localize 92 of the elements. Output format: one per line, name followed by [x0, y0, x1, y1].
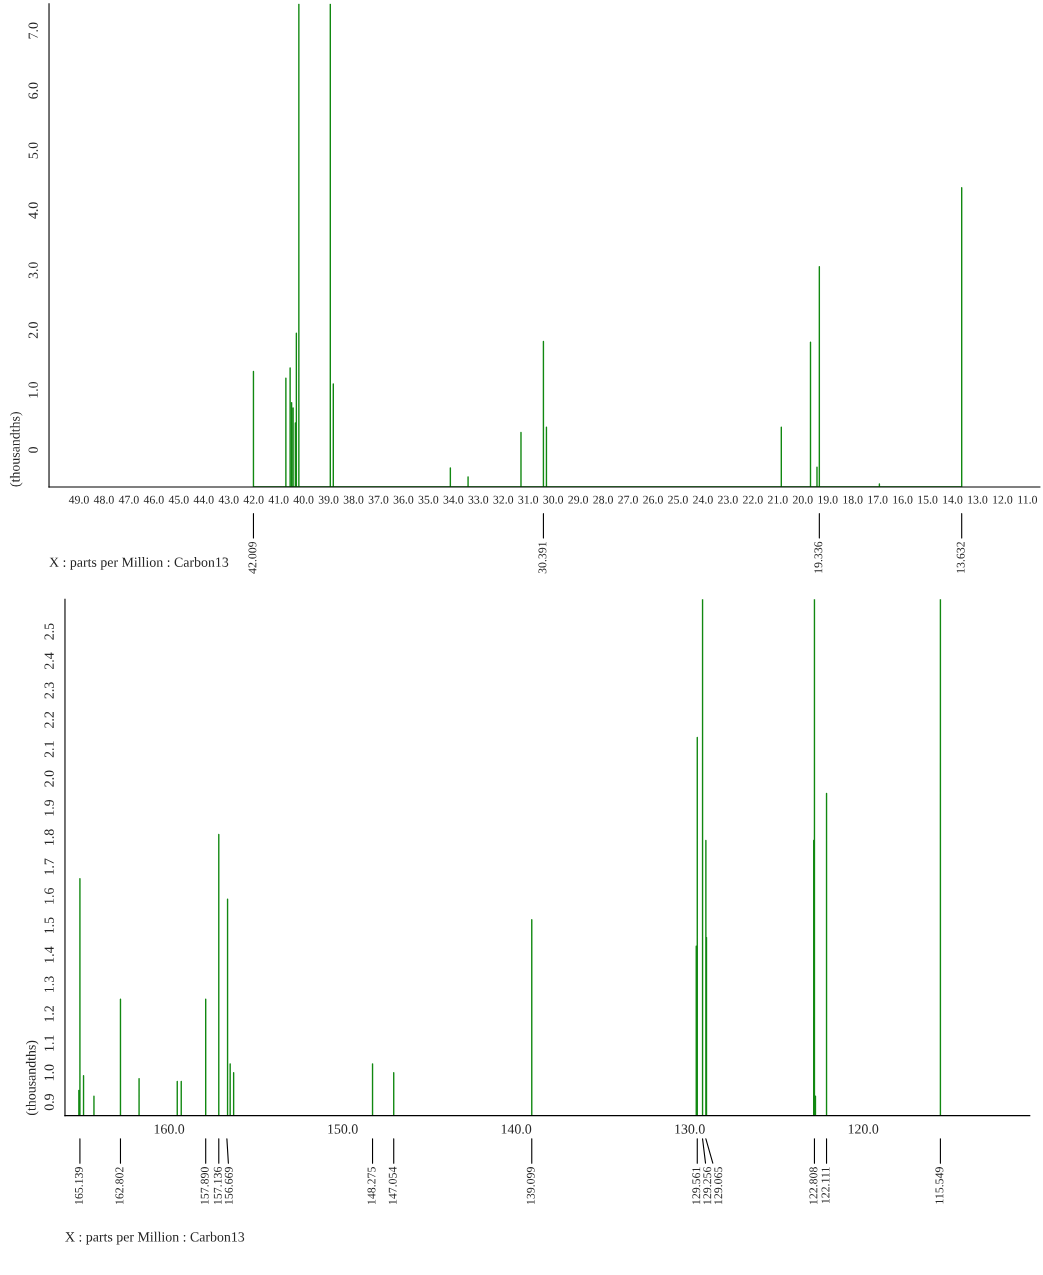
annotation: 147.054 — [388, 1166, 397, 1204]
x-tick-label: 17.0 — [868, 495, 888, 504]
x-tick-label: 47.0 — [118, 495, 139, 504]
x-tick-label: 29.0 — [568, 495, 589, 504]
y-axis-title: (thousandths) — [9, 412, 23, 487]
x-tick-label: 11.0 — [1018, 495, 1038, 504]
x-tick-label: 21.0 — [768, 495, 788, 504]
y-tick-label: 2.4 — [44, 652, 54, 670]
x-tick-label: 25.0 — [668, 495, 688, 504]
y-tick-label: 2.3 — [44, 682, 54, 699]
y-tick-label: 0 — [28, 446, 38, 453]
x-tick-label: 130.0 — [675, 1124, 705, 1134]
y-tick-label: 1.4 — [44, 946, 54, 963]
x-tick-label: 40.0 — [293, 495, 314, 504]
x-tick-label: 20.0 — [792, 495, 813, 504]
y-tick-label: 7.0 — [28, 22, 38, 39]
annotation: 122.111 — [821, 1167, 830, 1204]
x-tick-label: 27.0 — [618, 495, 638, 504]
x-tick-label: 30.0 — [543, 495, 564, 504]
x-tick-label: 44.0 — [193, 495, 214, 504]
annotation: 42.009 — [248, 541, 257, 574]
annotation: 165.139 — [74, 1167, 83, 1204]
x-tick-label: 16.0 — [893, 495, 913, 504]
annotation: 129.065 — [714, 1167, 723, 1204]
annotation: 139.099 — [526, 1167, 535, 1204]
x-tick-label: 36.0 — [393, 495, 414, 504]
y-tick-label: 1.1 — [44, 1035, 54, 1051]
x-tick-label: 26.0 — [643, 495, 663, 504]
y-tick-label: 2.0 — [44, 770, 54, 787]
x-tick-label: 45.0 — [168, 495, 189, 504]
y-tick-label: 5.0 — [28, 142, 38, 159]
y-tick-label: 1.2 — [44, 1005, 54, 1022]
x-tick-label: 46.0 — [143, 495, 164, 504]
y-tick-label: 2.5 — [44, 623, 54, 640]
x-tick-label: 19.0 — [818, 495, 838, 504]
y-tick-label: 2.2 — [44, 711, 54, 728]
x-tick-label: 28.0 — [593, 495, 613, 504]
x-tick-label: 32.0 — [493, 495, 514, 504]
x-tick-label: 35.0 — [418, 495, 439, 504]
annotation: 115.549 — [935, 1167, 944, 1204]
x-tick-label: 150.0 — [328, 1124, 358, 1134]
y-tick-label: 2.0 — [28, 322, 38, 339]
y-tick-label: 1.7 — [44, 858, 54, 875]
x-tick-label: 12.0 — [993, 495, 1013, 504]
annotation: 156.669 — [224, 1167, 233, 1204]
y-tick-label: 0.9 — [44, 1093, 54, 1111]
x-tick-label: 37.0 — [368, 495, 389, 504]
y-tick-label: 3.0 — [28, 262, 38, 279]
annotation: 157.136 — [213, 1166, 222, 1204]
y-tick-label: 1.5 — [44, 917, 54, 934]
x-tick-label: 33.0 — [468, 495, 489, 504]
x-tick-label: 43.0 — [218, 495, 239, 504]
x-tick-label: 160.0 — [154, 1124, 185, 1134]
annotation: 129.561 — [692, 1167, 701, 1204]
x-tick-label: 41.0 — [268, 495, 289, 504]
x-tick-label: 15.0 — [918, 495, 938, 504]
y-tick-label: 1.0 — [44, 1064, 54, 1081]
x-tick-label: 24.0 — [693, 495, 713, 504]
y-tick-label: 1.8 — [44, 829, 54, 845]
y-tick-label: 2.1 — [44, 741, 54, 758]
y-tick-label: 1.9 — [44, 799, 54, 816]
x-tick-label: 140.0 — [501, 1124, 532, 1134]
x-tick-label: 31.0 — [518, 495, 539, 504]
x-tick-label: 48.0 — [93, 495, 114, 504]
annotation: 157.890 — [200, 1167, 209, 1204]
x-tick-label: 18.0 — [843, 495, 863, 504]
annotation: 122.808 — [809, 1167, 818, 1204]
annotation: 13.632 — [956, 542, 965, 573]
annotation: 30.391 — [538, 542, 547, 574]
annotation: 129.256 — [703, 1166, 712, 1204]
x-tick-label: 39.0 — [318, 495, 339, 504]
x-tick-label: 42.0 — [243, 495, 264, 504]
x-tick-label: 49.0 — [68, 495, 89, 504]
y-tick-label: 1.3 — [44, 976, 54, 992]
y-tick-label: 4.0 — [28, 202, 38, 219]
x-tick-label: 23.0 — [718, 495, 738, 504]
x-tick-label: 34.0 — [443, 495, 464, 504]
x-axis-title: X : parts per Million : Carbon13 — [49, 557, 229, 570]
line-series — [78, 599, 942, 1116]
y-tick-label: 1.6 — [44, 887, 54, 904]
y-axis-title: (thousandths) — [25, 1040, 39, 1116]
annotation: 162.802 — [115, 1167, 124, 1204]
annotation: 19.336 — [814, 541, 823, 573]
x-tick-label: 38.0 — [343, 495, 364, 504]
x-tick-label: 120.0 — [848, 1124, 879, 1134]
y-tick-label: 6.0 — [28, 82, 38, 99]
x-axis-title: X : parts per Million : Carbon13 — [65, 1231, 245, 1245]
annotation: 148.275 — [367, 1167, 376, 1204]
x-tick-label: 14.0 — [943, 495, 963, 504]
x-tick-label: 13.0 — [968, 495, 988, 504]
y-tick-label: 1.0 — [28, 381, 38, 398]
x-tick-label: 22.0 — [743, 495, 763, 504]
